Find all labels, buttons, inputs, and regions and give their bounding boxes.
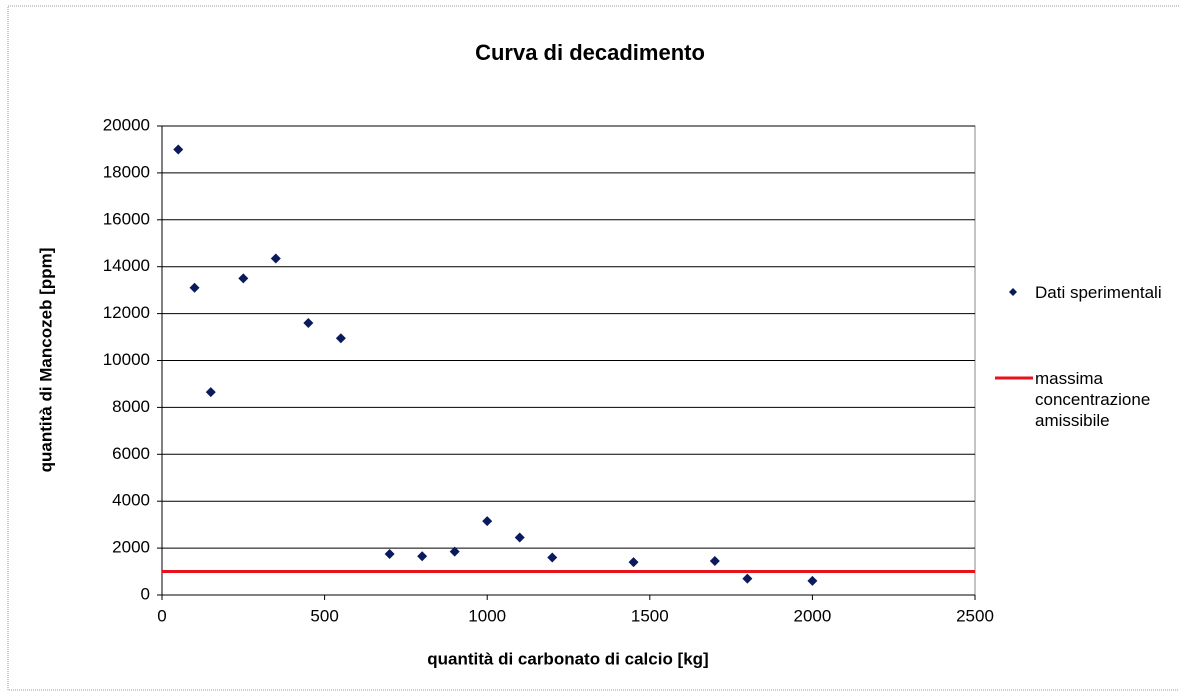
y-tick-label: 20000 [103, 115, 150, 134]
y-tick-label: 12000 [103, 303, 150, 322]
point [514, 532, 525, 543]
point [384, 548, 395, 559]
y-tick-label: 8000 [112, 397, 150, 416]
point [547, 552, 558, 563]
point [189, 282, 200, 293]
point [335, 333, 346, 344]
point [807, 575, 818, 586]
point [449, 546, 460, 557]
y-axis-label: quantità di Mancozeb [ppm] [36, 248, 55, 473]
chart-title: Curva di decadimento [475, 40, 705, 65]
x-tick-label: 2000 [793, 606, 831, 625]
y-tick-label: 14000 [103, 256, 150, 275]
y-tick-label: 18000 [103, 162, 150, 181]
y-tick-label: 6000 [112, 444, 150, 463]
y-tick-label: 0 [141, 584, 150, 603]
point [709, 555, 720, 566]
point [742, 573, 753, 584]
x-tick-label: 1000 [468, 606, 506, 625]
point [270, 253, 281, 264]
point [628, 557, 639, 568]
point [205, 387, 216, 398]
legend-label: massima concentrazione amissibile [1035, 369, 1151, 430]
y-tick-label: 2000 [112, 538, 150, 557]
y-tick-label: 10000 [103, 350, 150, 369]
y-tick-label: 16000 [103, 209, 150, 228]
legend-key [1009, 288, 1017, 296]
point [238, 273, 249, 284]
legend-label: Dati sperimentali [1035, 283, 1162, 302]
x-tick-label: 0 [157, 606, 166, 625]
x-tick-label: 500 [310, 606, 338, 625]
y-tick-label: 4000 [112, 491, 150, 510]
x-tick-label: 2500 [956, 606, 994, 625]
x-tick-label: 1500 [631, 606, 669, 625]
x-axis-label: quantità di carbonato di calcio [kg] [427, 649, 708, 668]
point [482, 516, 493, 527]
point [173, 144, 184, 155]
point [303, 317, 314, 328]
point [417, 551, 428, 562]
